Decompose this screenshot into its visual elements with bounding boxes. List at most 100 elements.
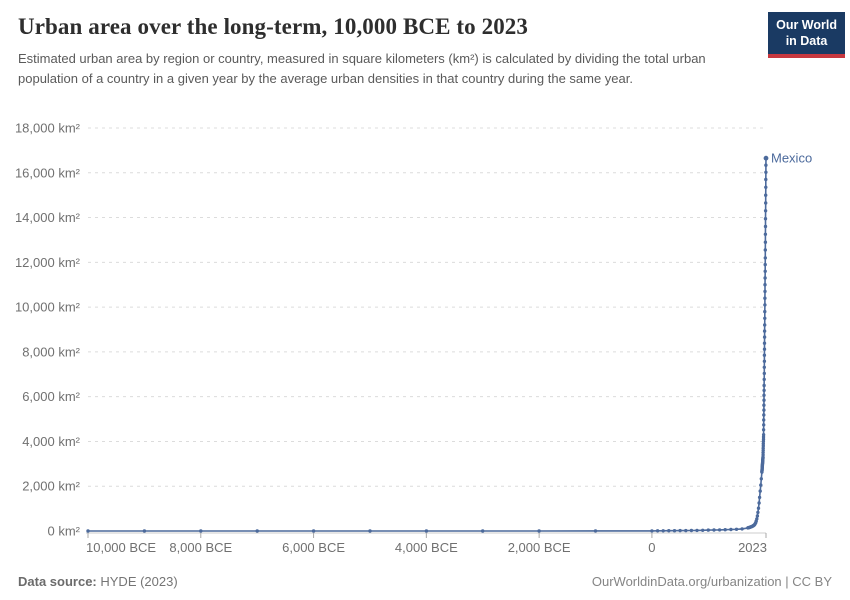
- data-source-label: Data source:: [18, 574, 97, 589]
- data-point: [763, 232, 768, 236]
- y-axis-tick-label: 8,000 km²: [22, 344, 80, 359]
- data-point: [701, 528, 705, 532]
- data-point: [761, 428, 766, 432]
- data-point: [695, 528, 699, 533]
- data-point: [763, 289, 767, 294]
- data-point: [689, 528, 694, 533]
- chart-header: Urban area over the long-term, 10,000 BC…: [0, 0, 850, 88]
- data-point: [311, 529, 316, 533]
- data-point: [759, 477, 763, 481]
- data-point: [762, 393, 766, 397]
- x-axis-tick-label: 2023: [738, 540, 767, 555]
- logo-line-1: Our World: [776, 18, 837, 32]
- data-point: [255, 529, 259, 533]
- data-point: [762, 335, 767, 339]
- data-point: [762, 377, 766, 382]
- x-axis-tick-label: 4,000 BCE: [395, 540, 458, 555]
- y-axis-tick-label: 14,000 km²: [15, 210, 81, 225]
- chart-subtitle: Estimated urban area by region or countr…: [18, 51, 706, 86]
- data-point: [762, 408, 766, 412]
- data-point: [650, 529, 654, 533]
- x-axis-tick-label: 2,000 BCE: [508, 540, 571, 555]
- y-axis-tick-label: 10,000 km²: [15, 300, 81, 315]
- data-point: [763, 224, 768, 229]
- data-point: [763, 269, 767, 273]
- data-point: [655, 529, 660, 533]
- data-point: [734, 527, 739, 531]
- data-point: [758, 489, 762, 493]
- data-point: [762, 347, 767, 351]
- data-point: [762, 383, 766, 388]
- data-point: [717, 528, 722, 532]
- data-point: [763, 323, 767, 327]
- data-point: [763, 276, 767, 280]
- series-label: Mexico: [771, 151, 812, 166]
- data-point: [763, 309, 767, 314]
- data-point: [757, 495, 762, 500]
- chart-footer: Data source: HYDE (2023) OurWorldinData.…: [18, 574, 832, 589]
- data-point: [762, 365, 766, 369]
- owid-url-license: OurWorldinData.org/urbanization | CC BY: [591, 574, 832, 589]
- data-point: [764, 201, 768, 205]
- data-point: [763, 316, 767, 320]
- data-point: [368, 529, 372, 533]
- data-point: [86, 529, 90, 533]
- data-point: [763, 283, 767, 287]
- data-point: [763, 262, 767, 267]
- data-point: [684, 528, 688, 533]
- logo-line-2: in Data: [785, 34, 828, 49]
- x-axis-tick-label: 0: [648, 540, 655, 555]
- data-point: [593, 529, 598, 533]
- data-point: [762, 329, 767, 333]
- owid-logo: Our World in Data: [768, 12, 845, 58]
- data-point: [672, 529, 677, 533]
- data-point: [763, 296, 767, 300]
- data-point: [537, 529, 541, 533]
- data-point: [763, 240, 768, 244]
- x-axis-tick-label: 6,000 BCE: [282, 540, 345, 555]
- data-point: [764, 193, 768, 197]
- data-point: [756, 510, 760, 515]
- data-point: [763, 303, 767, 307]
- data-point: [755, 514, 760, 518]
- data-source: Data source: HYDE (2023): [18, 574, 178, 589]
- data-point: [763, 217, 768, 221]
- data-point: [764, 163, 768, 167]
- data-point: [740, 527, 744, 531]
- data-point: [763, 155, 769, 161]
- data-point: [763, 209, 768, 213]
- data-point: [424, 529, 429, 533]
- data-point: [756, 506, 761, 510]
- data-point: [762, 371, 766, 376]
- data-point: [723, 528, 727, 532]
- x-axis-tick-label: 10,000 BCE: [86, 540, 156, 555]
- data-point: [142, 529, 147, 533]
- data-point: [759, 483, 763, 487]
- y-axis-tick-label: 12,000 km²: [15, 255, 81, 270]
- data-point: [755, 517, 759, 521]
- data-point: [764, 170, 768, 174]
- data-point: [667, 529, 671, 533]
- y-axis-tick-label: 6,000 km²: [22, 389, 80, 404]
- data-point: [762, 398, 766, 402]
- data-point: [762, 341, 767, 345]
- data-point: [762, 353, 767, 357]
- data-point: [706, 528, 710, 532]
- y-axis-tick-label: 18,000 km²: [15, 121, 81, 136]
- y-axis-tick-label: 0 km²: [48, 524, 81, 539]
- data-point: [199, 529, 203, 533]
- data-source-value: HYDE (2023): [100, 574, 178, 589]
- x-axis-tick-label: 8,000 BCE: [169, 540, 232, 555]
- data-point: [763, 248, 767, 252]
- data-point: [763, 256, 767, 260]
- data-point: [757, 501, 761, 505]
- y-axis-tick-label: 2,000 km²: [22, 479, 80, 494]
- data-point: [762, 413, 766, 417]
- data-point: [764, 185, 768, 189]
- data-point: [712, 528, 716, 532]
- data-point: [761, 433, 766, 437]
- data-point: [762, 388, 766, 393]
- data-point: [762, 423, 766, 427]
